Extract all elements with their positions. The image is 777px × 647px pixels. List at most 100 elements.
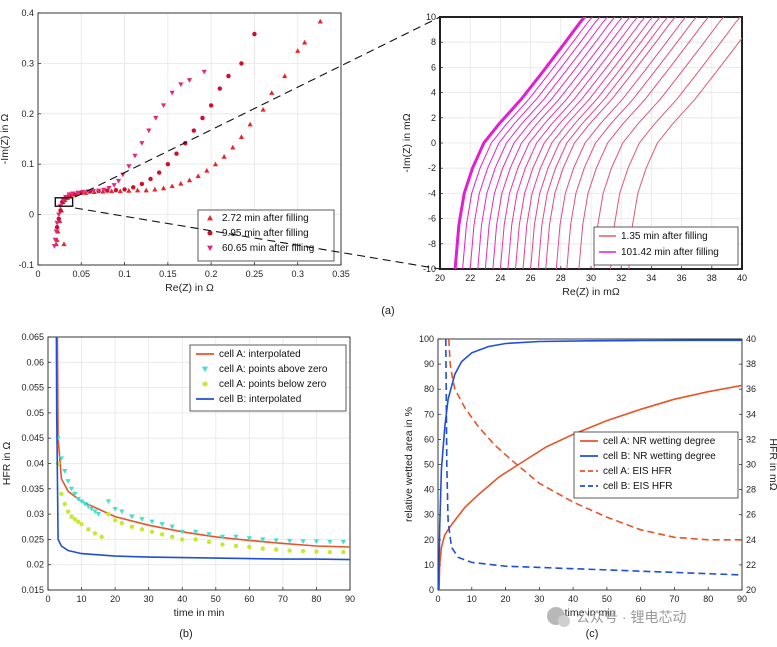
connector-line-top xyxy=(74,16,441,198)
data-point-b-1 xyxy=(193,529,199,535)
y2-tick-label: 40 xyxy=(746,334,756,344)
data-point-b-1 xyxy=(119,509,125,515)
data-point-b-2 xyxy=(287,548,292,553)
data-point-b-1 xyxy=(68,486,75,492)
data-point-b-1 xyxy=(72,491,78,497)
data-point-a-0 xyxy=(100,188,106,194)
y-tick-label: 0.03 xyxy=(26,509,44,519)
data-point-a-0 xyxy=(186,177,193,183)
impedance-curve xyxy=(507,17,639,269)
legend-label: cell A: NR wetting degree xyxy=(603,436,716,447)
data-point-b-2 xyxy=(65,509,71,514)
data-point-a-2 xyxy=(178,82,184,87)
x-tick-label: 38 xyxy=(707,273,717,283)
impedance-curve xyxy=(453,17,587,269)
data-point-b-2 xyxy=(180,537,185,542)
panel-a-scatter-chart: 0 0.05 0.1 0.15 0.2 0.25 0.3 0.35-0.100.10.20.3… xyxy=(0,8,350,294)
data-point-b-1 xyxy=(300,539,306,545)
legend-label: cell A: points below zero xyxy=(219,379,327,390)
data-point-a-2 xyxy=(139,141,145,146)
data-point-b-2 xyxy=(75,519,81,524)
y-tick-label: -0.1 xyxy=(18,260,34,270)
x-tick-label: 0.15 xyxy=(159,269,177,279)
data-point-b-2 xyxy=(206,539,212,545)
axes-frame xyxy=(439,16,743,270)
y2-tick-label: 28 xyxy=(746,485,756,495)
data-point-a-0 xyxy=(317,18,323,24)
y2-tick-label: 26 xyxy=(746,510,756,520)
x-tick-label: 40 xyxy=(568,594,578,604)
series-line-c-0 xyxy=(438,384,742,590)
data-point-b-1 xyxy=(75,496,81,502)
data-point-b-1 xyxy=(129,514,135,520)
data-point-a-1 xyxy=(113,188,119,193)
y2-tick-label: 22 xyxy=(746,560,756,570)
data-point-a-2 xyxy=(186,78,193,83)
y-tick-label: 0.055 xyxy=(21,383,44,393)
x-tick-label: 80 xyxy=(311,594,321,604)
axes-frame xyxy=(47,336,351,591)
data-point-a-2 xyxy=(80,189,86,195)
panel-b-hfr-chart: 0 10 20 30 40 50 60 70 80 90 0.015 0.02 0.025 0.03 0.0… xyxy=(1,332,355,619)
data-point-b-1 xyxy=(105,499,111,505)
impedance-curve xyxy=(492,17,624,269)
data-point-b-1 xyxy=(149,519,155,525)
y2-tick-label: 38 xyxy=(746,359,756,369)
impedance-curve xyxy=(555,17,687,269)
panel-c-series xyxy=(438,339,742,590)
y2-tick-label: 32 xyxy=(746,434,756,444)
wechat-icon-bubble xyxy=(558,615,570,627)
data-point-a-0 xyxy=(83,190,89,195)
impedance-curve xyxy=(530,17,661,269)
impedance-curve xyxy=(537,17,669,269)
legend-label: cell A: EIS HFR xyxy=(603,466,672,477)
x-tick-label: 28 xyxy=(556,273,566,283)
y-tick-label: 0.065 xyxy=(21,332,44,342)
data-point-b-2 xyxy=(193,537,198,542)
data-point-a-1 xyxy=(148,176,153,182)
y-tick-label: 0.06 xyxy=(26,357,44,367)
y-axis-label: HFR in Ω xyxy=(1,442,13,486)
data-point-b-1 xyxy=(112,506,118,512)
x-tick-label: 0.25 xyxy=(246,269,264,279)
data-point-b-2 xyxy=(119,520,125,526)
data-point-a-2 xyxy=(54,220,60,226)
data-point-b-1 xyxy=(82,501,88,507)
zoom-connector-lines xyxy=(74,16,441,270)
x-axis-label: Re(Z) in Ω xyxy=(165,282,214,294)
y-tick-label: 100 xyxy=(419,334,434,344)
x-tick-label: 24 xyxy=(495,273,505,283)
x-tick-label: 40 xyxy=(177,594,187,604)
data-point-a-2 xyxy=(111,183,117,188)
zoom-region-box xyxy=(54,197,74,207)
legend-marker xyxy=(207,245,213,251)
zoom-curves xyxy=(453,17,742,269)
data-point-a-1 xyxy=(226,73,231,79)
x-axis-label: time in min xyxy=(174,607,225,619)
watermark-text: 公众号 · 锂电芯动 xyxy=(576,609,686,625)
data-point-a-2 xyxy=(70,191,76,197)
x-tick-label: 60 xyxy=(636,594,646,604)
legend-label: cell B: EIS HFR xyxy=(603,481,672,492)
impedance-curve xyxy=(515,17,646,269)
data-point-b-1 xyxy=(246,536,252,541)
data-point-a-2 xyxy=(160,103,167,108)
impedance-curve xyxy=(610,17,741,269)
data-point-b-2 xyxy=(149,529,155,535)
x-tick-label: 0 xyxy=(435,594,440,604)
data-point-a-2 xyxy=(115,178,122,184)
data-point-a-1 xyxy=(131,185,136,190)
x-tick-label: 70 xyxy=(669,594,679,604)
data-point-b-1 xyxy=(219,534,226,540)
data-point-b-1 xyxy=(62,469,68,474)
data-point-a-0 xyxy=(195,173,201,179)
data-point-b-1 xyxy=(169,524,175,530)
data-point-a-2 xyxy=(52,237,58,243)
y-tick-label: -4 xyxy=(428,188,436,198)
data-point-a-0 xyxy=(143,187,149,193)
data-point-b-1 xyxy=(287,538,293,544)
y-tick-label: 4 xyxy=(431,88,436,98)
x-tick-label: 0.1 xyxy=(118,269,131,279)
y-tick-label: 30 xyxy=(424,510,434,520)
